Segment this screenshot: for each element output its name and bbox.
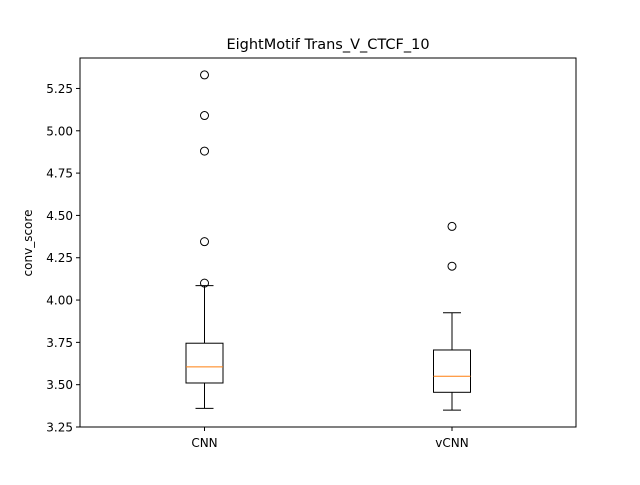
y-tick-label: 3.25 (46, 421, 73, 435)
box-group-vcnn (433, 221, 471, 411)
box-group-cnn (185, 70, 224, 409)
chart-title: EightMotif Trans_V_CTCF_10 (226, 37, 429, 53)
y-tick-label: 4.50 (46, 209, 73, 223)
outlier-point (200, 278, 209, 288)
y-axis: 3.25 3.50 3.75 4.00 4.25 4.50 4.75 5.00 5.25 (46, 82, 80, 435)
outlier-point (200, 237, 209, 247)
y-tick-label: 3.50 (46, 378, 73, 392)
outlier-point (447, 261, 457, 271)
y-tick-label: 4.25 (46, 251, 73, 265)
x-axis: CNN vCNN (191, 427, 469, 450)
y-axis-label: conv_score (21, 210, 35, 277)
y-tick-label: 4.00 (46, 294, 73, 308)
outlier-point (200, 146, 209, 156)
x-tick-label: vCNN (435, 436, 468, 450)
plot-frame (79, 57, 577, 428)
outlier-point (200, 111, 209, 121)
x-tick-label: CNN (191, 436, 217, 450)
y-tick-label: 4.75 (46, 167, 73, 181)
outlier-point (447, 221, 457, 231)
plot-marks (185, 70, 471, 411)
outlier-point (200, 70, 209, 80)
y-tick-label: 5.25 (46, 82, 73, 96)
y-tick-label: 3.75 (46, 336, 73, 350)
box-iqr (185, 342, 224, 384)
y-tick-label: 5.00 (46, 124, 73, 138)
box-iqr (433, 349, 471, 393)
